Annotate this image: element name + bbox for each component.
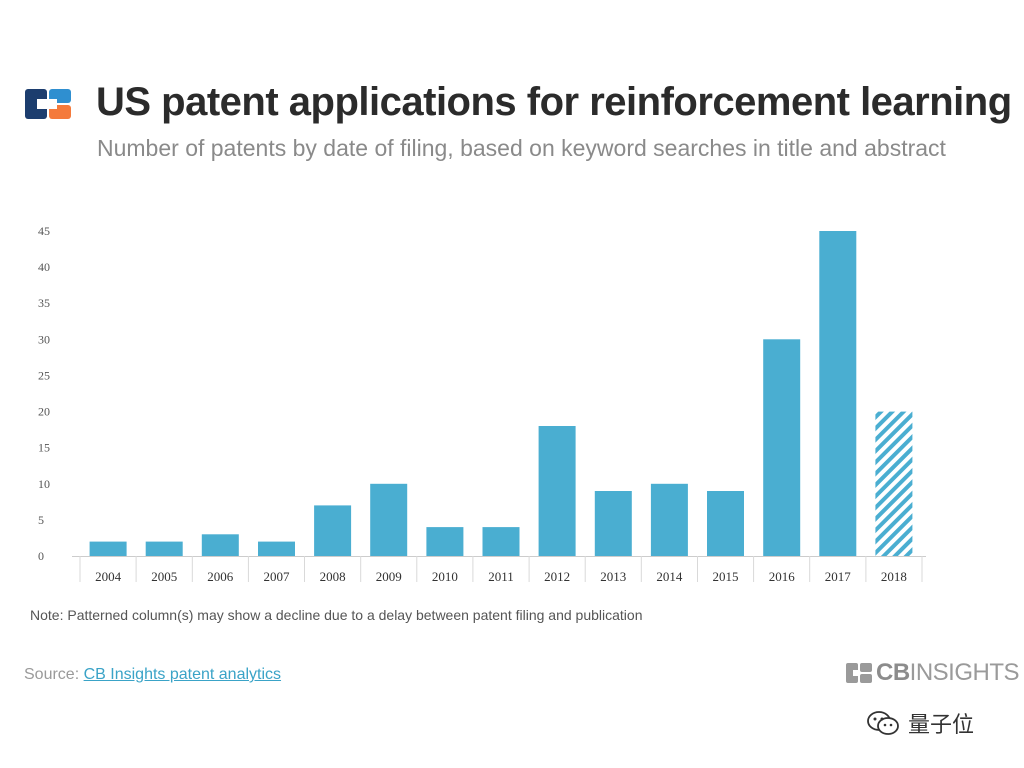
x-tick-label: 2015 [713,569,739,584]
cb-insights-logo-icon [25,89,71,119]
x-tick-label: 2012 [544,569,570,584]
brand-rest: INSIGHTS [909,659,1020,686]
bar [819,231,857,556]
cb-insights-brand: CBINSIGHTS [846,659,1020,687]
x-tick-label: 2013 [600,569,626,584]
y-tick-label: 25 [38,368,50,382]
bar [145,541,183,556]
x-tick-label: 2010 [432,569,458,584]
x-tick-label: 2006 [207,569,234,584]
y-tick-label: 5 [38,513,44,527]
bar [370,483,408,556]
y-tick-label: 45 [38,224,50,238]
brand-wordmark: CBINSIGHTS [876,659,1020,687]
y-tick-label: 15 [38,441,50,455]
x-tick-label: 2008 [320,569,346,584]
x-tick-label: 2017 [825,569,852,584]
x-tick-label: 2011 [488,569,514,584]
y-tick-label: 30 [38,332,50,346]
bar [201,534,239,556]
x-tick-label: 2009 [376,569,402,584]
source-line: Source: CB Insights patent analytics [24,666,281,684]
source-prefix: Source: [24,666,84,683]
bar [538,426,576,556]
bar [707,491,744,556]
brand-bold: CB [876,659,910,686]
bar [763,339,801,556]
y-tick-label: 20 [38,405,50,419]
cb-insights-mark-icon [846,663,872,683]
y-tick-label: 40 [38,260,50,274]
x-tick-label: 2007 [264,569,291,584]
x-tick-label: 2018 [881,569,907,584]
watermark-text: 量子位 [908,712,975,737]
chart-subtitle: Number of patents by date of filing, bas… [97,135,946,161]
wechat-icon [867,711,899,735]
bar [650,483,688,556]
bar [875,411,913,556]
x-tick-label: 2016 [769,569,796,584]
y-tick-label: 35 [38,296,50,310]
bar [426,527,464,556]
y-tick-label: 0 [38,549,44,563]
source-link[interactable]: CB Insights patent analytics [83,666,282,683]
bar-chart: 0 5 10 15 20 25 30 35 40 45 2004 2005 2006 2007 2008 2… [38,224,926,584]
bar [482,527,520,556]
bar [258,541,295,556]
x-tick-label: 2005 [151,569,177,584]
chart-note: Note: Patterned column(s) may show a dec… [30,607,643,623]
y-tick-label: 10 [38,477,50,491]
bar [89,541,127,556]
wechat-watermark: 量子位 [866,707,974,739]
x-tick-label: 2004 [95,569,122,584]
bar [594,491,632,556]
bar [314,505,352,556]
chart-title: US patent applications for reinforcement… [96,80,1012,124]
x-tick-label: 2014 [656,569,683,584]
